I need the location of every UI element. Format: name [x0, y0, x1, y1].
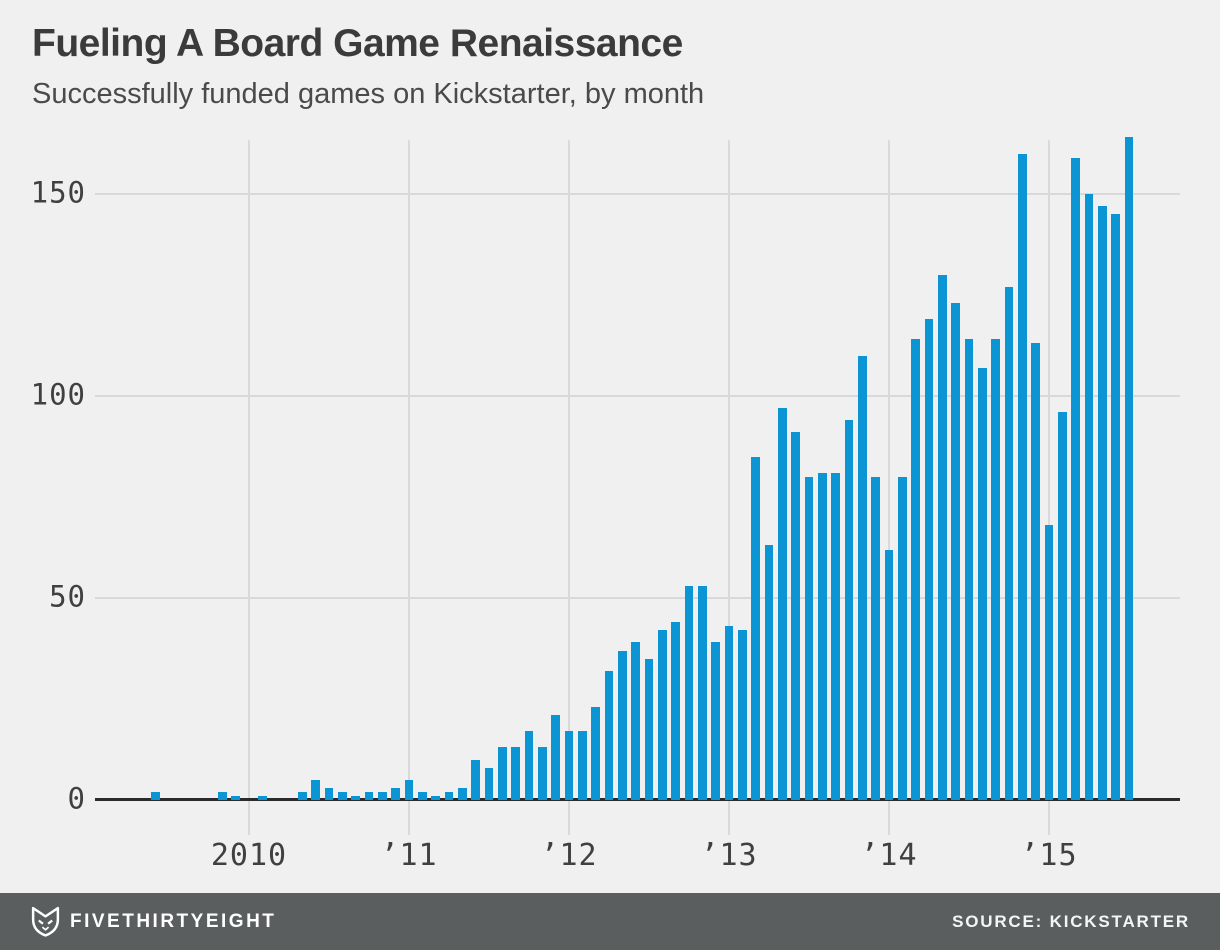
bar [1071, 157, 1080, 800]
bar [258, 795, 267, 800]
bar [618, 650, 627, 800]
bar [1044, 525, 1054, 800]
x-axis-tick-label: ’14 [860, 838, 918, 873]
x-year-gridline [407, 140, 410, 835]
x-axis-tick-label: ’15 [1020, 838, 1078, 873]
bar [391, 787, 400, 800]
bar [431, 795, 440, 800]
x-year-gridline [1047, 140, 1050, 835]
bar [698, 585, 707, 800]
x-year-gridline [727, 140, 730, 835]
x-axis-tick-label: ’11 [380, 838, 438, 873]
bar [364, 791, 374, 800]
chart-header: Fueling A Board Game Renaissance Success… [32, 22, 704, 111]
bar [1031, 343, 1040, 800]
y-axis-tick-label: 50 [49, 579, 86, 614]
bar [831, 472, 840, 800]
x-year-gridline [887, 140, 890, 835]
bar [591, 707, 600, 800]
y-gridline [95, 193, 1180, 195]
bar [538, 747, 547, 800]
x-axis-tick-label: ’12 [540, 838, 598, 873]
bar [498, 747, 507, 800]
bar [991, 339, 1000, 800]
bar [311, 779, 320, 800]
y-axis-tick-label: 100 [30, 377, 86, 412]
bar [471, 759, 480, 800]
x-axis-tick-label: ’13 [700, 838, 758, 873]
bar [751, 456, 760, 800]
bar [778, 408, 787, 800]
chart-title: Fueling A Board Game Renaissance [32, 22, 683, 65]
bar [711, 642, 720, 800]
bar [724, 626, 734, 800]
bar [911, 339, 920, 800]
bar [511, 747, 520, 800]
bar [738, 630, 747, 800]
bar [964, 339, 974, 800]
x-axis-tick-label: 2010 [210, 838, 288, 873]
bar [351, 795, 360, 800]
bar [884, 549, 894, 800]
bar [951, 303, 960, 800]
y-gridline [95, 597, 1180, 599]
x-year-gridline [567, 140, 570, 835]
bar [404, 779, 414, 800]
bar [924, 319, 934, 800]
bar [551, 715, 560, 800]
y-axis-tick-label: 0 [67, 781, 86, 816]
footer-bar: FIVETHIRTYEIGHT SOURCE: KICKSTARTER [0, 893, 1220, 950]
x-year-gridline [248, 140, 250, 835]
bar [1058, 412, 1067, 800]
bar [524, 731, 534, 800]
bar [671, 622, 680, 800]
bar [804, 476, 814, 800]
bar [444, 791, 454, 800]
bar [1124, 137, 1134, 800]
footer-brand-text: FIVETHIRTYEIGHT [70, 910, 277, 932]
y-gridline [95, 395, 1180, 397]
bar [898, 476, 907, 800]
bar [658, 630, 667, 800]
chart-subtitle: Successfully funded games on Kickstarter… [32, 78, 705, 110]
bar [324, 787, 334, 800]
footer-source-label: SOURCE: KICKSTARTER [952, 911, 1190, 931]
y-axis-tick-label: 150 [30, 175, 86, 210]
bar [578, 731, 587, 800]
bar [938, 274, 947, 800]
bar [298, 791, 307, 800]
bar [484, 767, 494, 800]
bar [218, 791, 227, 800]
bar [791, 432, 800, 800]
bar [418, 791, 427, 800]
bar [818, 472, 827, 800]
bar [978, 367, 987, 800]
fivethirtyeight-fox-icon [31, 906, 60, 937]
bar [231, 795, 240, 800]
bar [858, 355, 867, 800]
bar [644, 658, 654, 800]
bar [684, 585, 694, 800]
bar [631, 642, 640, 800]
bar [378, 791, 387, 800]
bar [604, 670, 614, 800]
bar [1098, 206, 1107, 800]
bar [871, 476, 880, 800]
bar [564, 731, 574, 800]
footer-brand: FIVETHIRTYEIGHT [30, 905, 276, 938]
bar [844, 420, 854, 800]
bar [1084, 194, 1094, 800]
bar [151, 791, 160, 800]
bar [458, 787, 467, 800]
bar [1111, 214, 1120, 800]
bar [764, 545, 774, 800]
bar [1004, 286, 1014, 800]
bar [1018, 153, 1027, 800]
bar [338, 791, 347, 800]
